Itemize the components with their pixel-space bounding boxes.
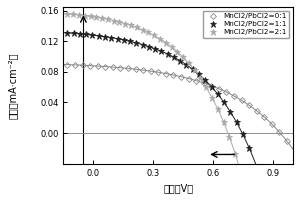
MnCl2/PbCl2=1:1 xyxy=(191,68,194,71)
MnCl2/PbCl2=0:1 xyxy=(157,71,160,73)
MnCl2/PbCl2=2:1 xyxy=(129,24,133,27)
MnCl2/PbCl2=2:1 xyxy=(100,17,104,20)
MnCl2/PbCl2=1:1 xyxy=(216,93,220,95)
MnCl2/PbCl2=1:1 xyxy=(178,60,182,62)
MnCl2/PbCl2=0:1 xyxy=(81,64,84,66)
MnCl2/PbCl2=2:1 xyxy=(152,34,156,37)
MnCl2/PbCl2=0:1 xyxy=(111,66,115,68)
X-axis label: 电压（V）: 电压（V） xyxy=(163,183,193,193)
MnCl2/PbCl2=1:1 xyxy=(116,38,119,40)
MnCl2/PbCl2=1:1 xyxy=(128,40,132,42)
MnCl2/PbCl2=0:1 xyxy=(262,116,266,118)
MnCl2/PbCl2=1:1 xyxy=(135,42,138,44)
MnCl2/PbCl2=2:1 xyxy=(216,108,220,110)
MnCl2/PbCl2=0:1 xyxy=(179,75,183,78)
MnCl2/PbCl2=1:1 xyxy=(97,35,101,37)
MnCl2/PbCl2=1:1 xyxy=(222,101,226,104)
MnCl2/PbCl2=1:1 xyxy=(185,64,188,66)
MnCl2/PbCl2=2:1 xyxy=(66,13,69,15)
MnCl2/PbCl2=2:1 xyxy=(135,26,139,29)
MnCl2/PbCl2=1:1 xyxy=(229,111,232,113)
MnCl2/PbCl2=1:1 xyxy=(103,36,107,38)
MnCl2/PbCl2=1:1 xyxy=(153,48,157,50)
MnCl2/PbCl2=1:1 xyxy=(197,73,201,76)
Line: MnCl2/PbCl2=0:1: MnCl2/PbCl2=0:1 xyxy=(65,63,289,143)
MnCl2/PbCl2=0:1 xyxy=(278,131,281,133)
MnCl2/PbCl2=0:1 xyxy=(240,99,243,102)
MnCl2/PbCl2=1:1 xyxy=(235,121,238,124)
Legend: MnCl2/PbCl2=0:1, MnCl2/PbCl2=1:1, MnCl2/PbCl2=2:1: MnCl2/PbCl2=0:1, MnCl2/PbCl2=1:1, MnCl2/… xyxy=(203,11,290,38)
MnCl2/PbCl2=0:1 xyxy=(103,65,107,68)
MnCl2/PbCl2=2:1 xyxy=(176,50,179,53)
MnCl2/PbCl2=1:1 xyxy=(110,36,113,39)
MnCl2/PbCl2=0:1 xyxy=(209,84,213,87)
MnCl2/PbCl2=0:1 xyxy=(202,82,206,84)
MnCl2/PbCl2=1:1 xyxy=(84,33,88,36)
MnCl2/PbCl2=1:1 xyxy=(122,39,126,41)
MnCl2/PbCl2=1:1 xyxy=(247,147,251,149)
MnCl2/PbCl2=2:1 xyxy=(106,18,110,21)
MnCl2/PbCl2=0:1 xyxy=(126,67,130,70)
Line: MnCl2/PbCl2=2:1: MnCl2/PbCl2=2:1 xyxy=(64,11,238,157)
MnCl2/PbCl2=1:1 xyxy=(166,53,169,55)
MnCl2/PbCl2=2:1 xyxy=(187,62,191,65)
MnCl2/PbCl2=0:1 xyxy=(248,104,251,106)
MnCl2/PbCl2=2:1 xyxy=(77,14,81,16)
MnCl2/PbCl2=0:1 xyxy=(96,65,100,67)
MnCl2/PbCl2=0:1 xyxy=(255,110,259,112)
MnCl2/PbCl2=0:1 xyxy=(134,68,137,70)
MnCl2/PbCl2=2:1 xyxy=(158,38,162,40)
MnCl2/PbCl2=2:1 xyxy=(124,22,127,25)
MnCl2/PbCl2=0:1 xyxy=(141,69,145,71)
MnCl2/PbCl2=1:1 xyxy=(172,56,176,58)
MnCl2/PbCl2=1:1 xyxy=(147,45,151,48)
MnCl2/PbCl2=0:1 xyxy=(194,79,198,82)
MnCl2/PbCl2=2:1 xyxy=(94,16,98,19)
MnCl2/PbCl2=1:1 xyxy=(78,33,82,35)
MnCl2/PbCl2=1:1 xyxy=(141,43,144,46)
MnCl2/PbCl2=0:1 xyxy=(119,67,122,69)
MnCl2/PbCl2=2:1 xyxy=(204,86,208,89)
MnCl2/PbCl2=2:1 xyxy=(210,96,214,99)
MnCl2/PbCl2=1:1 xyxy=(91,34,94,36)
MnCl2/PbCl2=1:1 xyxy=(72,32,76,35)
Y-axis label: 电流（mA·cm⁻²）: 电流（mA·cm⁻²） xyxy=(8,52,17,119)
MnCl2/PbCl2=0:1 xyxy=(164,72,168,75)
MnCl2/PbCl2=0:1 xyxy=(73,64,77,66)
MnCl2/PbCl2=0:1 xyxy=(172,74,175,76)
MnCl2/PbCl2=1:1 xyxy=(66,32,69,34)
MnCl2/PbCl2=2:1 xyxy=(233,153,237,155)
MnCl2/PbCl2=2:1 xyxy=(112,19,116,22)
MnCl2/PbCl2=2:1 xyxy=(222,121,225,123)
MnCl2/PbCl2=2:1 xyxy=(141,29,144,31)
MnCl2/PbCl2=2:1 xyxy=(181,56,185,58)
MnCl2/PbCl2=0:1 xyxy=(225,91,228,93)
MnCl2/PbCl2=2:1 xyxy=(193,69,196,72)
MnCl2/PbCl2=0:1 xyxy=(232,95,236,97)
MnCl2/PbCl2=2:1 xyxy=(164,41,168,44)
Line: MnCl2/PbCl2=1:1: MnCl2/PbCl2=1:1 xyxy=(64,30,252,151)
MnCl2/PbCl2=2:1 xyxy=(228,136,231,138)
MnCl2/PbCl2=1:1 xyxy=(160,50,163,52)
MnCl2/PbCl2=1:1 xyxy=(210,86,213,88)
MnCl2/PbCl2=2:1 xyxy=(147,31,150,34)
MnCl2/PbCl2=2:1 xyxy=(83,15,87,17)
MnCl2/PbCl2=0:1 xyxy=(187,77,190,80)
MnCl2/PbCl2=0:1 xyxy=(285,140,289,142)
MnCl2/PbCl2=2:1 xyxy=(118,21,121,23)
MnCl2/PbCl2=0:1 xyxy=(217,88,221,90)
MnCl2/PbCl2=0:1 xyxy=(270,123,274,125)
MnCl2/PbCl2=0:1 xyxy=(149,70,152,72)
MnCl2/PbCl2=2:1 xyxy=(199,77,202,80)
MnCl2/PbCl2=1:1 xyxy=(203,79,207,81)
MnCl2/PbCl2=2:1 xyxy=(170,46,173,48)
MnCl2/PbCl2=2:1 xyxy=(71,13,75,16)
MnCl2/PbCl2=0:1 xyxy=(88,64,92,67)
MnCl2/PbCl2=1:1 xyxy=(241,133,245,136)
MnCl2/PbCl2=0:1 xyxy=(66,63,69,66)
MnCl2/PbCl2=2:1 xyxy=(89,15,92,18)
